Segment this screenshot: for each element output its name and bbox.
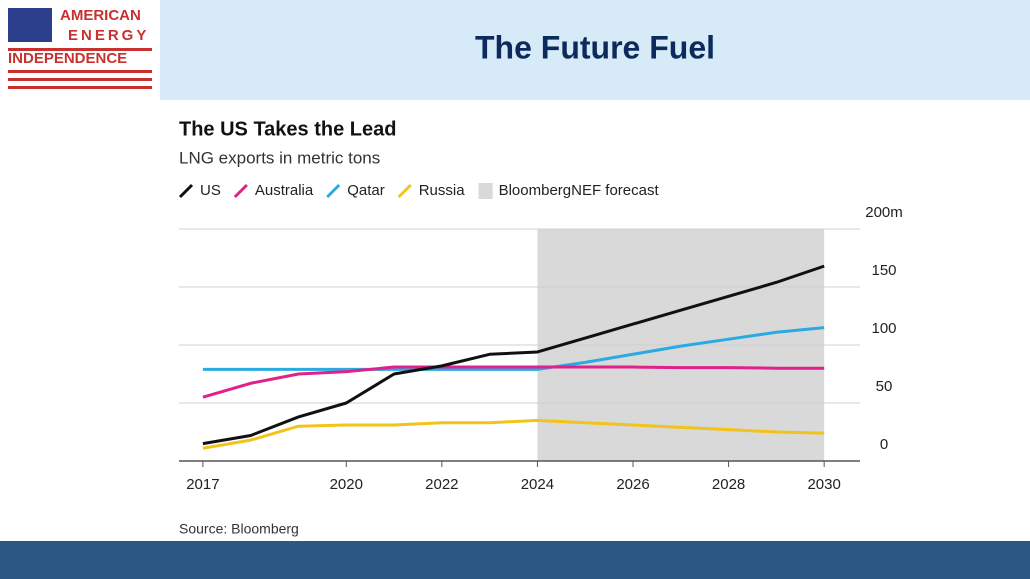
logo-stripe xyxy=(8,78,152,81)
series-line xyxy=(202,418,825,450)
logo-text: ENERGY xyxy=(68,27,149,44)
y-tick-label: 100 xyxy=(871,320,896,337)
legend-label: Qatar xyxy=(347,182,385,199)
legend-swatch xyxy=(397,183,412,199)
x-tick-label: 2026 xyxy=(616,476,649,493)
legend-label: BloombergNEF forecast xyxy=(499,182,660,199)
series-line xyxy=(202,326,825,371)
y-tick-label: 50 xyxy=(876,378,893,395)
chart-subtitle: LNG exports in metric tons xyxy=(179,148,380,167)
legend-swatch xyxy=(326,183,341,199)
logo-stripe xyxy=(8,86,152,89)
logo-flag xyxy=(8,8,52,42)
source: Source: Bloomberg xyxy=(179,521,299,537)
x-tick-label: 2028 xyxy=(712,476,745,493)
series-line xyxy=(202,264,825,446)
y-tick-label: 200m xyxy=(865,204,903,221)
chart-title: The US Takes the Lead xyxy=(179,118,396,140)
legend-swatch xyxy=(478,183,493,199)
header-title: The Future Fuel xyxy=(475,29,715,65)
y-tick-label: 0 xyxy=(880,436,888,453)
x-tick-label: 2030 xyxy=(807,476,840,493)
x-tick-label: 2017 xyxy=(186,476,219,493)
logo-stripe xyxy=(8,70,152,73)
y-tick-label: 150 xyxy=(871,262,896,279)
legend-swatch xyxy=(178,183,194,199)
series-line xyxy=(202,365,825,399)
logo-text: INDEPENDENCE xyxy=(8,50,127,67)
logo-stripe xyxy=(8,48,152,51)
logo: AMERICAN ENERGY INDEPENDENCE xyxy=(8,7,152,89)
legend-label: US xyxy=(200,182,221,199)
logo-text: AMERICAN xyxy=(60,7,141,24)
header-band xyxy=(160,0,1030,100)
legend-swatch xyxy=(233,183,248,199)
legend-label: Russia xyxy=(419,182,466,199)
x-tick-label: 2020 xyxy=(330,476,363,493)
x-tick-label: 2022 xyxy=(425,476,458,493)
legend-label: Australia xyxy=(255,182,314,199)
footer-bar xyxy=(0,541,1030,579)
x-tick-label: 2024 xyxy=(521,476,554,493)
